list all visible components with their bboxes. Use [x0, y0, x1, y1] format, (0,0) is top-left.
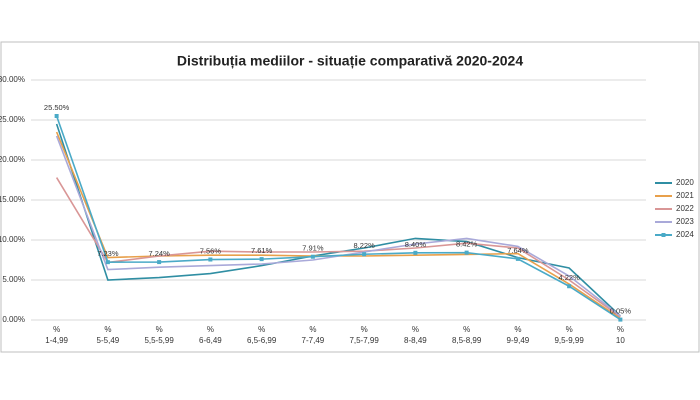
x-tick-label: 5,5-5,99	[144, 336, 174, 345]
data-label: 0.05%	[610, 307, 632, 316]
legend-label: 2024	[676, 230, 694, 239]
data-label: 25.50%	[44, 103, 70, 112]
x-tick-prefix: %	[617, 325, 624, 334]
series-line	[55, 177, 621, 318]
x-tick-prefix: %	[258, 325, 265, 334]
y-tick-label: 0.00%	[2, 315, 25, 324]
data-label: 7.23%	[97, 249, 119, 258]
series-line	[55, 123, 621, 317]
y-tick-label: 10.00%	[0, 235, 25, 244]
x-tick-label: 1-4,99	[45, 336, 68, 345]
x-tick-label: 7-7,49	[302, 336, 325, 345]
legend-label: 2023	[676, 217, 694, 226]
x-tick-prefix: %	[156, 325, 163, 334]
data-label: 7.61%	[251, 246, 273, 255]
series-line	[55, 135, 621, 317]
data-label: 7.56%	[200, 247, 222, 256]
point-marker	[54, 114, 59, 118]
point-marker	[464, 250, 469, 255]
x-tick-prefix: %	[104, 325, 111, 334]
point-marker	[362, 252, 367, 257]
point-marker	[413, 250, 418, 255]
data-label: 7.91%	[302, 244, 324, 253]
legend-label: 2022	[676, 204, 694, 213]
chart-frame	[0, 41, 700, 353]
x-tick-label: 10	[616, 336, 625, 345]
x-tick-prefix: %	[566, 325, 573, 334]
point-marker	[157, 260, 162, 265]
x-tick-label: 8-8,49	[404, 336, 427, 345]
y-tick-label: 15.00%	[0, 195, 25, 204]
data-label: 4.22%	[558, 273, 580, 282]
y-tick-label: 5.00%	[2, 275, 25, 284]
data-label: 8.40%	[405, 240, 427, 249]
y-tick-label: 25.00%	[0, 115, 25, 124]
point-marker	[259, 257, 264, 262]
legend-marker	[661, 233, 666, 237]
data-label: 8.42%	[456, 240, 478, 249]
x-tick-prefix: %	[463, 325, 470, 334]
x-tick-prefix: %	[53, 325, 60, 334]
x-tick-label: 9-9,49	[507, 336, 530, 345]
x-tick-label: 6,5-6,99	[247, 336, 277, 345]
data-label: 7.64%	[507, 246, 529, 255]
point-marker	[105, 260, 110, 265]
x-tick-prefix: %	[207, 325, 214, 334]
x-tick-prefix: %	[514, 325, 521, 334]
point-marker	[618, 317, 623, 322]
legend-label: 2021	[676, 191, 694, 200]
chart-title: Distribuția mediilor - situație comparat…	[177, 53, 523, 69]
x-tick-label: 6-6,49	[199, 336, 222, 345]
x-tick-prefix: %	[309, 325, 316, 334]
x-tick-label: 7,5-7,99	[349, 336, 379, 345]
x-tick-prefix: %	[412, 325, 419, 334]
point-marker	[567, 284, 572, 289]
x-tick-label: 9,5-9,99	[554, 336, 584, 345]
x-tick-label: 8,5-8,99	[452, 336, 482, 345]
point-marker	[515, 256, 520, 261]
point-marker	[208, 257, 213, 262]
legend-label: 2020	[676, 178, 694, 187]
y-tick-label: 30.00%	[0, 75, 25, 84]
x-tick-prefix: %	[361, 325, 368, 334]
data-label: 8.22%	[353, 241, 375, 250]
y-tick-label: 20.00%	[0, 155, 25, 164]
data-label: 7.24%	[148, 249, 170, 258]
x-tick-label: 5-5,49	[97, 336, 120, 345]
point-marker	[310, 254, 315, 259]
series-line	[55, 115, 621, 321]
